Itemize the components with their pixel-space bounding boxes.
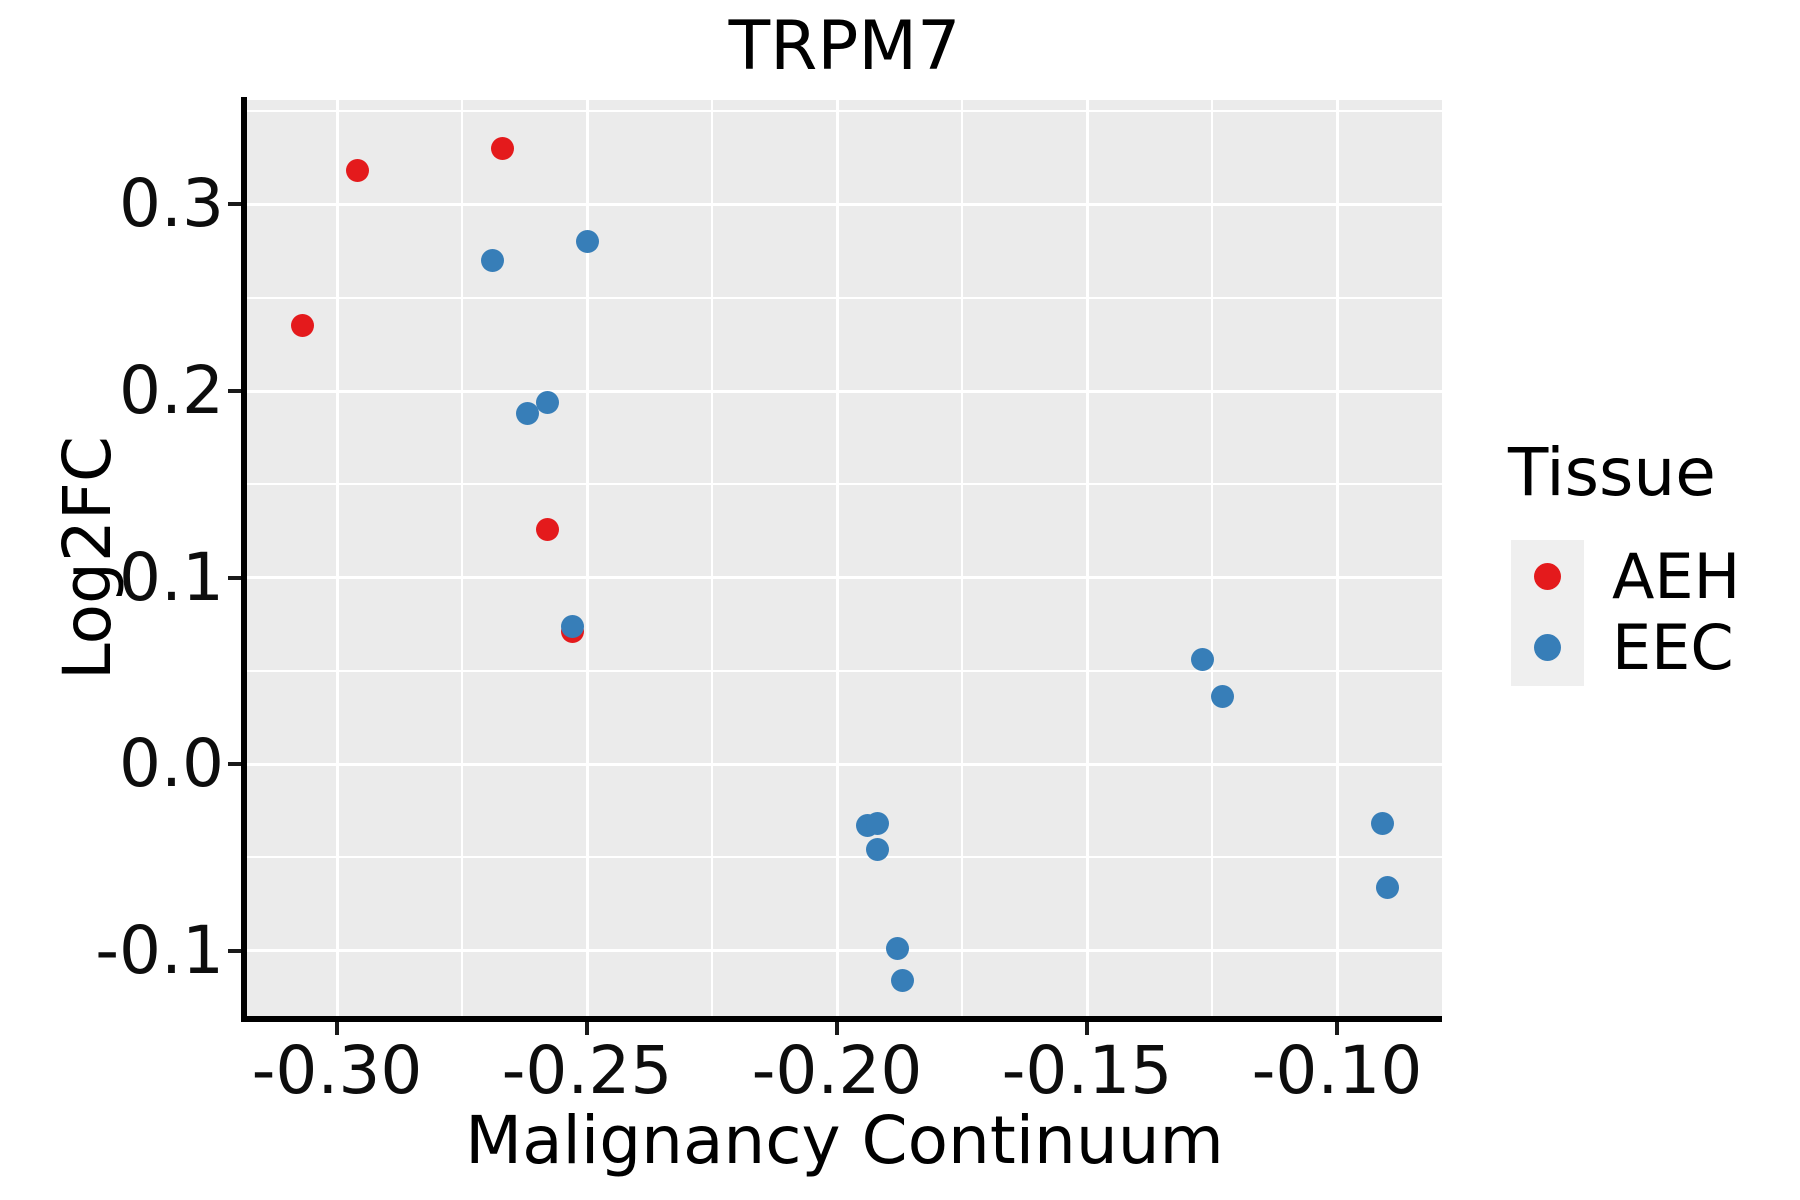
y-tick-mark xyxy=(228,762,241,767)
x-tick-mark xyxy=(1085,1022,1089,1035)
y-axis-line xyxy=(241,97,247,1022)
x-tick-mark xyxy=(835,1022,839,1035)
data-point-eec xyxy=(1210,685,1234,709)
y-tick-label: -0.1 xyxy=(95,911,224,989)
data-point-aeh xyxy=(345,159,369,183)
major-gridline-v xyxy=(585,100,589,1016)
major-gridline-h xyxy=(247,202,1442,206)
x-tick-label: -0.25 xyxy=(501,1032,673,1109)
x-axis-line xyxy=(241,1016,1442,1022)
data-point-eec xyxy=(1370,812,1394,836)
data-point-eec xyxy=(535,390,559,414)
data-point-eec xyxy=(480,248,504,272)
y-tick-mark xyxy=(228,202,241,207)
data-point-eec xyxy=(890,969,914,993)
legend-label-aeh: AEH xyxy=(1612,540,1741,613)
y-tick-mark xyxy=(228,948,241,953)
x-tick-label: -0.20 xyxy=(751,1032,923,1109)
minor-gridline-v xyxy=(1211,100,1213,1016)
minor-gridline-h xyxy=(247,110,1442,113)
major-gridline-h xyxy=(247,949,1442,953)
major-gridline-v xyxy=(1085,100,1089,1016)
major-gridline-h xyxy=(247,576,1442,580)
major-gridline-v xyxy=(835,100,839,1016)
major-gridline-h xyxy=(247,762,1442,766)
y-tick-label: 0.3 xyxy=(119,165,224,243)
legend-marker-eec-icon xyxy=(1534,634,1561,661)
x-tick-label: -0.15 xyxy=(1001,1032,1173,1109)
major-gridline-v xyxy=(335,100,339,1016)
y-tick-label: 0.0 xyxy=(119,725,224,803)
data-point-eec xyxy=(865,838,889,862)
x-tick-mark xyxy=(335,1022,339,1035)
legend-key-box xyxy=(1511,540,1584,686)
legend-label-eec: EEC xyxy=(1612,611,1734,684)
minor-gridline-h xyxy=(247,296,1442,299)
data-point-eec xyxy=(885,937,909,961)
data-point-eec xyxy=(1375,875,1399,899)
major-gridline-v xyxy=(1335,100,1339,1016)
minor-gridline-h xyxy=(247,483,1442,486)
plot-title: TRPM7 xyxy=(728,7,961,86)
legend-title: Tissue xyxy=(1508,434,1716,511)
data-point-aeh xyxy=(290,314,314,338)
minor-gridline-h xyxy=(247,669,1442,672)
legend-marker-aeh-icon xyxy=(1534,563,1561,590)
y-tick-mark xyxy=(228,575,241,580)
plot-panel xyxy=(247,100,1442,1016)
minor-gridline-v xyxy=(461,100,463,1016)
data-point-aeh xyxy=(535,517,559,541)
data-point-eec xyxy=(560,614,584,638)
y-axis-title: Log2FC xyxy=(49,436,126,680)
minor-gridline-v xyxy=(961,100,963,1016)
x-tick-mark xyxy=(585,1022,589,1035)
x-axis-title: Malignancy Continuum xyxy=(465,1102,1224,1179)
data-point-eec xyxy=(515,401,539,425)
minor-gridline-v xyxy=(711,100,713,1016)
y-tick-mark xyxy=(228,389,241,394)
x-tick-label: -0.30 xyxy=(251,1032,423,1109)
major-gridline-h xyxy=(247,389,1442,393)
x-tick-mark xyxy=(1335,1022,1339,1035)
minor-gridline-h xyxy=(247,856,1442,859)
x-tick-label: -0.10 xyxy=(1251,1032,1423,1109)
data-point-eec xyxy=(865,812,889,836)
y-tick-label: 0.2 xyxy=(119,352,224,430)
data-point-eec xyxy=(1190,648,1214,672)
data-point-aeh xyxy=(490,137,514,160)
y-tick-label: 0.1 xyxy=(119,538,224,616)
data-point-eec xyxy=(575,230,599,254)
